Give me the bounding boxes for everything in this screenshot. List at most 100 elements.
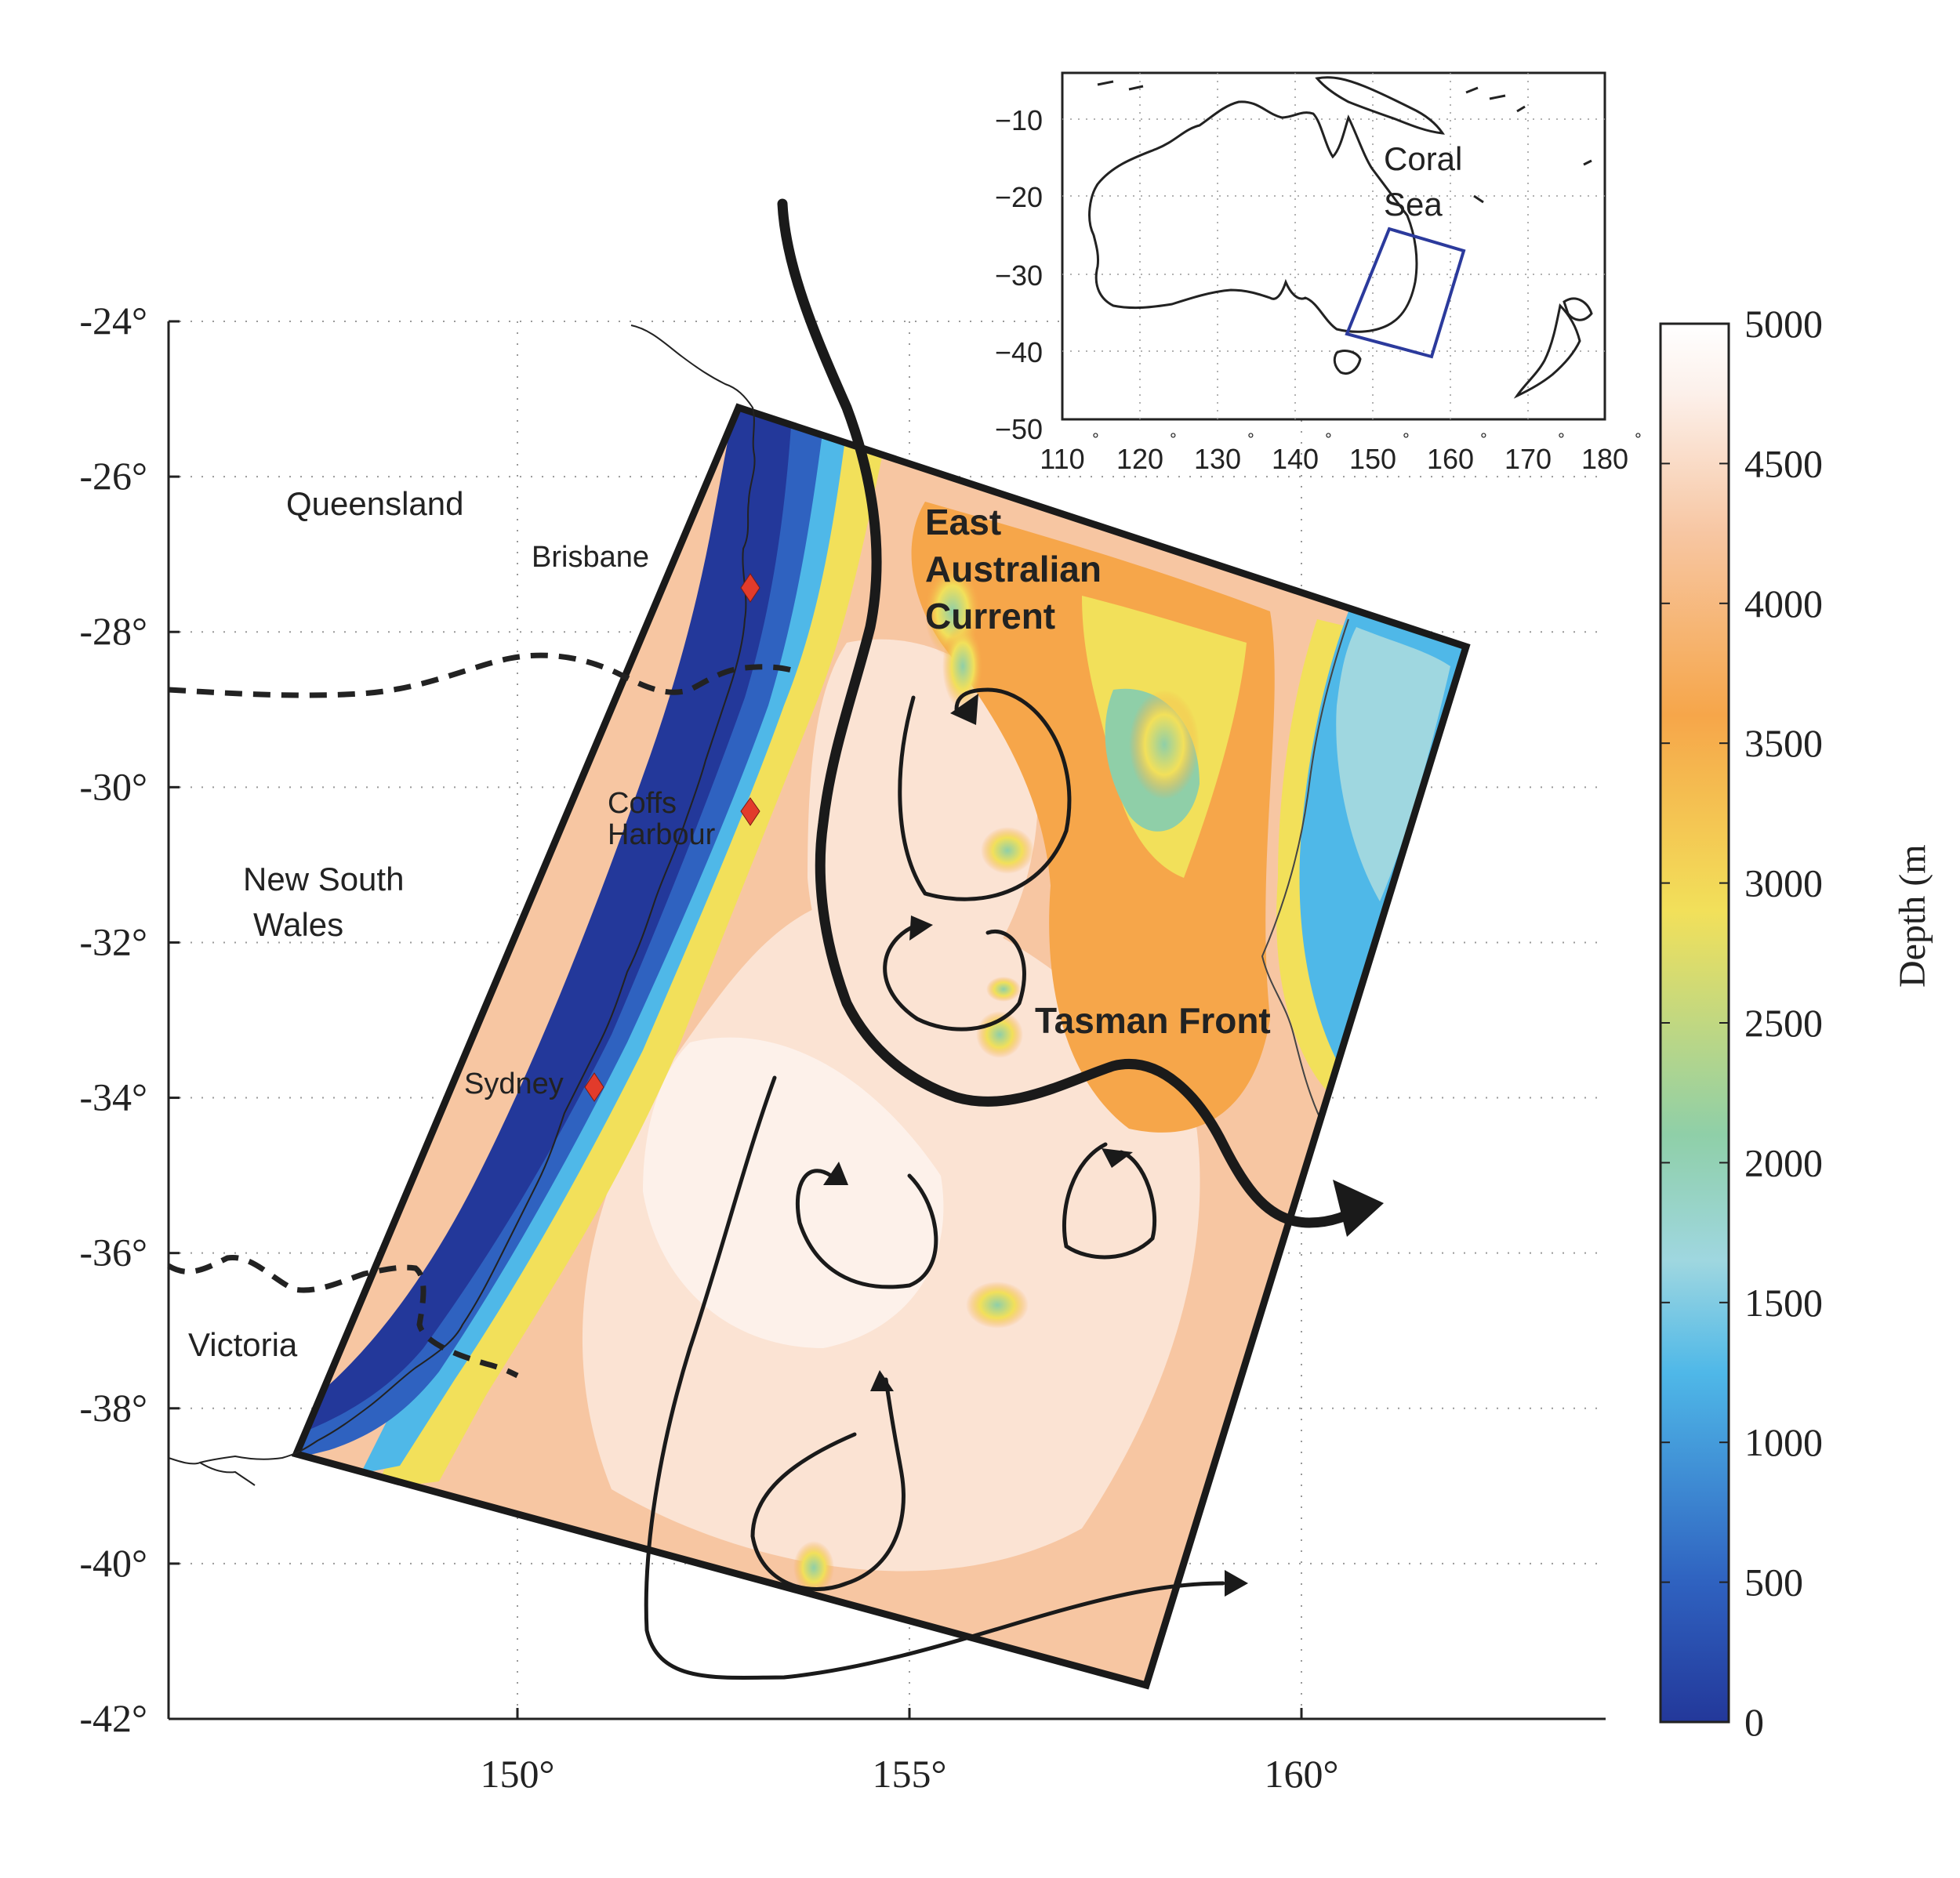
seamount: [793, 1541, 834, 1594]
inset-lat-tick-label: −40: [995, 336, 1043, 368]
inset-lon-tick-label: 160: [1427, 443, 1474, 475]
label-new-south-wales-line2: Wales: [253, 906, 343, 943]
inset-domain-box: [1345, 227, 1466, 359]
colorbar-tick-label: 4000: [1744, 582, 1823, 625]
main-map-axes: -24° -26° -28° -30° -32° -34° -36° -38° -40° -42°…: [79, 299, 1606, 1796]
lat-tick-label: -32°: [79, 919, 147, 963]
inset-lon-tick-label: 170: [1504, 443, 1552, 475]
inset-degree-mark: °: [1403, 430, 1410, 449]
colorbar-tick-label: 2500: [1744, 1001, 1823, 1045]
colorbar-tick-label: 3500: [1744, 721, 1823, 765]
lat-tick-label: -42°: [79, 1696, 147, 1740]
seamount: [966, 1282, 1029, 1329]
lat-tick-label: -34°: [79, 1075, 147, 1119]
isobath-contour: [1261, 618, 1349, 1129]
inset-degree-mark: °: [1480, 430, 1487, 449]
inner-shelf-navy: [298, 408, 792, 1434]
colorbar-tick-label: 2000: [1744, 1140, 1823, 1184]
colorbar-tick-label: 0: [1744, 1700, 1764, 1744]
east-australian-current-path: [777, 198, 1370, 1228]
inset-frame: [1061, 71, 1606, 421]
inset-pacific-islands: [1097, 80, 1592, 204]
longitude-tick-labels: 150° 155° 160°: [481, 1708, 1339, 1796]
eddy-4-arrowhead: [1102, 1148, 1133, 1168]
inset-lat-tick-label: −50: [995, 413, 1043, 445]
colorbar-tick-label: 3000: [1744, 861, 1823, 905]
map-labels: Queensland New South Wales Victoria Bris…: [188, 485, 1271, 1363]
inset-label-coral-line2: Sea: [1384, 186, 1443, 223]
inset-lat-tick-label: −20: [995, 181, 1043, 213]
inset-lat-tick-label: −10: [995, 104, 1043, 136]
eddy-5: [750, 1377, 906, 1591]
inset-lat-tick-labels: −10 −20 −30 −40 −50: [995, 104, 1043, 445]
lat-tick-label: -36°: [79, 1231, 147, 1274]
inset-lon-tick-label: 150: [1349, 443, 1396, 475]
inset-tasmania-outline: [1333, 350, 1362, 375]
label-east-australian-current-line3: Current: [925, 596, 1055, 636]
inset-new-guinea-outline: [1315, 76, 1446, 135]
current-arrows: [644, 198, 1384, 1680]
label-new-south-wales-line1: New South: [243, 861, 404, 897]
label-tasman-front: Tasman Front: [1035, 1000, 1271, 1041]
depth-colorbar: 5000450040003500300025002000150010005000…: [1659, 302, 1933, 1744]
colorbar-tick-label: 4500: [1744, 441, 1823, 485]
lon-tick-label: 150°: [481, 1752, 555, 1796]
qld-nsw-border: [168, 652, 793, 698]
eddy-2-arrowhead: [909, 915, 933, 941]
tasmania-north-coast-fragment: [168, 1457, 256, 1486]
lat-tick-label: -40°: [79, 1541, 147, 1585]
lat-tick-label: -38°: [79, 1386, 147, 1430]
seamount: [942, 623, 983, 709]
model-domain-outline: [291, 403, 1471, 1690]
seamount: [981, 827, 1034, 874]
eddy-5-arrowhead: [870, 1370, 894, 1391]
seamount: [986, 977, 1021, 1002]
inset-degree-mark: °: [1170, 430, 1177, 449]
inset-lon-tick-label: 180: [1581, 443, 1628, 475]
inset-degree-mark: °: [1558, 430, 1565, 449]
east-australian-current-arrowhead: [1333, 1180, 1384, 1237]
lat-tick-label: -26°: [79, 454, 147, 498]
southward-flow: [644, 1075, 1225, 1680]
colorbar-tick-label: 1500: [1744, 1281, 1823, 1325]
eddy-3: [795, 1169, 938, 1289]
inset-nz-north-island-outline: [1563, 297, 1593, 321]
inset-new-zealand-outline: [1513, 303, 1581, 399]
label-east-australian-current-line2: Australian: [925, 549, 1102, 589]
city-marker-sydney: [584, 1072, 604, 1102]
lat-tick-label: -24°: [79, 299, 147, 343]
eddy-4: [1062, 1142, 1157, 1260]
lat-tick-label: -30°: [79, 764, 147, 808]
inset-lon-tick-label: 120: [1116, 443, 1163, 475]
label-sydney: Sydney: [464, 1068, 564, 1100]
inset-lon-tick-label: 110: [1040, 443, 1084, 475]
city-marker-brisbane: [740, 573, 760, 603]
eddy-1: [898, 687, 1072, 901]
label-coffs-harbour-line2: Harbour: [608, 818, 716, 851]
colorbar-label: Depth (m: [1892, 844, 1933, 988]
colorbar-tick-label: 1000: [1744, 1420, 1823, 1464]
latitude-tick-labels: -24° -26° -28° -30° -32° -34° -36° -38° -40° -42°: [79, 299, 180, 1740]
inset-lon-tick-labels: 110 ° 120 ° 130 ° 140 ° 150 ° 160 ° 170 ° 180 °: [1040, 430, 1642, 475]
inset-lon-tick-label: 140: [1272, 443, 1319, 475]
label-coffs-harbour-line1: Coffs: [608, 787, 677, 820]
label-victoria: Victoria: [188, 1326, 298, 1363]
city-markers: [584, 573, 760, 1102]
seamount: [1129, 690, 1200, 799]
label-brisbane: Brisbane: [532, 541, 649, 574]
colorbar-tick-label: 5000: [1744, 302, 1823, 346]
city-marker-coffs-harbour: [740, 797, 760, 826]
inset-locator-map: Coral Sea −10 −20 −30 −40 −50 110 ° 120 ° 130 ° 14…: [995, 71, 1642, 475]
lat-tick-label: -28°: [79, 609, 147, 653]
inset-degree-mark: °: [1635, 430, 1642, 449]
seamounts: [793, 564, 1200, 1594]
abyssal-plain-lightest: [643, 1037, 944, 1348]
nsw-vic-border: [167, 1254, 519, 1379]
lon-tick-label: 155°: [873, 1752, 947, 1796]
label-east-australian-current-line1: East: [925, 502, 1001, 542]
lon-tick-label: 160°: [1265, 1752, 1339, 1796]
inset-label-coral-line1: Coral: [1384, 140, 1462, 177]
colorbar-tick-label: 500: [1744, 1561, 1803, 1604]
eddy-1-arrowhead: [950, 694, 978, 725]
